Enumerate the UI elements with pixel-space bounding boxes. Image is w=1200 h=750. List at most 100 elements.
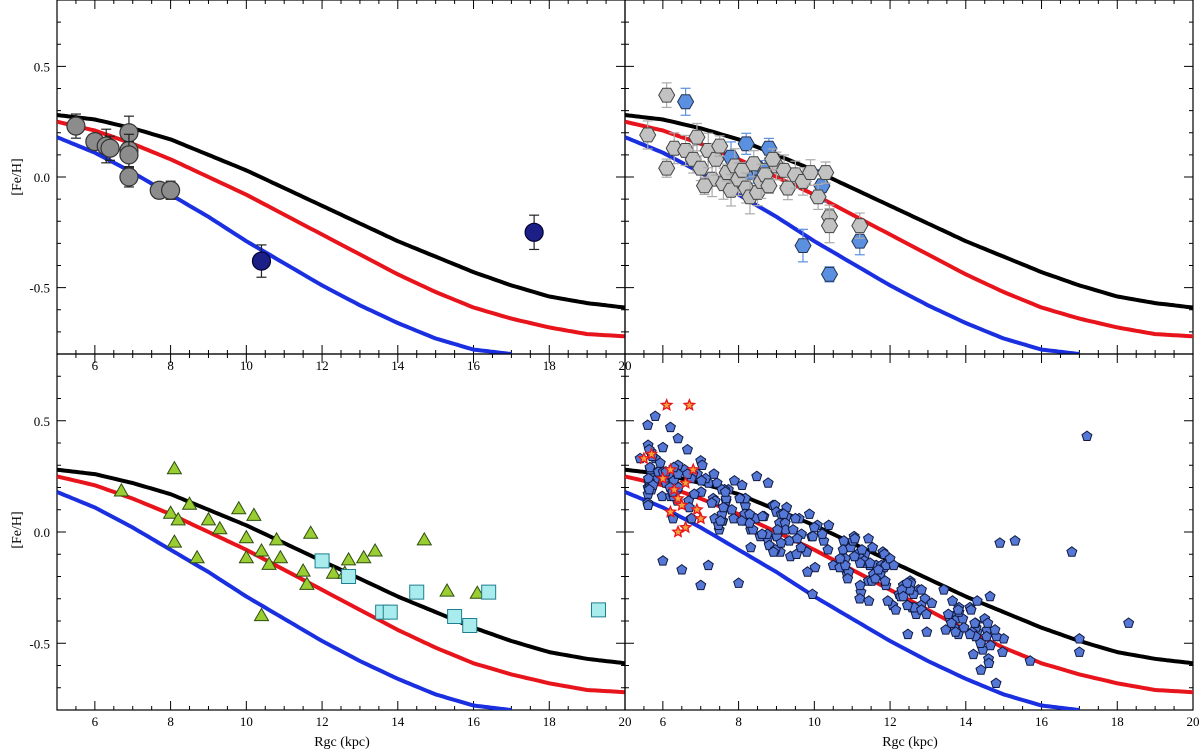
grey-circles-point: [161, 180, 181, 200]
black-curve: [57, 113, 625, 310]
blue-pentagons-point: [789, 512, 801, 524]
green-triangles-point: [166, 460, 183, 475]
blue-pentagons-point: [1066, 546, 1078, 557]
grey-hexagons-point: [764, 151, 782, 167]
red-stars-point: [690, 502, 704, 516]
black-curve: [57, 467, 625, 666]
cyan-squares-point: [481, 584, 497, 600]
blue-pentagons-point: [745, 541, 757, 553]
blue-pentagons-point: [688, 488, 700, 499]
cyan-squares-point: [409, 584, 425, 600]
blue-pentagons-point: [947, 595, 959, 606]
blue-pentagons-point: [849, 532, 861, 544]
cyan-squares-point: [341, 569, 357, 584]
x-tick-label: 18: [543, 714, 556, 729]
blue-pentagons-point: [767, 546, 779, 557]
y-tick-label: 0.5: [34, 414, 50, 429]
blue-pentagons-point: [872, 563, 884, 575]
x-tick-label: 6: [92, 714, 99, 729]
blue-pentagons-point: [854, 592, 866, 604]
blue-pentagons-point: [778, 508, 790, 519]
blue-pentagons-point: [642, 419, 654, 430]
blue-pentagons-point: [686, 512, 698, 524]
panel-bottom-left: 6 8 10 12 14 16 18 20 0.5 0.0 -0.5: [29, 353, 632, 729]
green-triangles-point: [302, 525, 319, 539]
blue-pentagons-point: [940, 624, 952, 635]
green-triangles-point: [246, 507, 262, 521]
blue-curve: [57, 490, 512, 710]
green-triangles-point: [238, 529, 255, 544]
x-tick-label: 8: [167, 714, 174, 729]
blue-pentagons-point: [834, 552, 846, 564]
x-tick-label: 18: [1111, 714, 1124, 729]
x-tick-label: 12: [316, 358, 329, 373]
grey-hexagons-point: [820, 218, 839, 234]
blue-pentagons-point: [994, 537, 1006, 548]
blue-pentagons-point: [728, 512, 740, 524]
blue-pentagons-point: [667, 512, 679, 524]
blue-pentagons-point: [809, 561, 821, 573]
green-triangles-point: [261, 556, 277, 570]
x-tick-label: 8: [735, 714, 742, 729]
green-triangles-point: [469, 585, 486, 599]
blue-pentagons-point: [971, 595, 983, 606]
red-stars-point: [686, 462, 701, 476]
panel-bottom-right: 6 8 10 12 14 16 18 20: [624, 353, 1200, 729]
blue-pentagons-point: [984, 639, 996, 651]
green-triangles-point: [166, 534, 183, 548]
blue-pentagons-point: [975, 637, 987, 648]
blue-pentagons-point: [657, 441, 669, 453]
blue-pentagons-point: [702, 559, 714, 571]
y-tick-label: -0.5: [29, 636, 50, 651]
grey-hexagons-point: [658, 87, 676, 103]
blue-pentagons-point: [856, 543, 868, 555]
blue-pentagons-point: [938, 583, 950, 595]
blue-pentagons-point: [969, 617, 981, 628]
blue-pentagons-point: [676, 563, 688, 575]
red-curve: [57, 474, 625, 695]
blue-pentagons-point: [867, 541, 879, 553]
red-stars-point: [663, 504, 678, 518]
green-triangles-point: [212, 520, 228, 535]
red-stars-point: [693, 511, 708, 525]
x-tick-label: 12: [884, 714, 897, 729]
navy-circles-point: [524, 222, 544, 242]
blue-pentagons-point: [958, 621, 970, 633]
blue-pentagons-point: [890, 604, 902, 615]
x-tick-label: 20: [619, 714, 632, 729]
blue-pentagons-point: [984, 590, 996, 602]
red-stars-point: [682, 398, 697, 411]
blue-pentagons-point: [736, 515, 748, 526]
blue-pentagons-point: [862, 532, 874, 544]
blue-pentagons-point: [964, 628, 976, 640]
green-triangles-point: [299, 576, 315, 590]
green-triangles-point: [367, 543, 383, 557]
blue-pentagons-point: [952, 604, 964, 615]
blue-pentagons-point: [695, 474, 707, 486]
grey-hexagons-point: [745, 156, 763, 172]
grey-hexagons-point: [817, 165, 835, 180]
y-tick-label: -0.5: [29, 281, 50, 296]
x-tick-label: 18: [543, 358, 556, 373]
blue-pentagons-point: [816, 528, 828, 539]
green-triangles-point: [113, 482, 130, 497]
ticks: [624, 0, 1194, 355]
red-stars-point: [667, 482, 682, 496]
blue-pentagons-point: [672, 432, 684, 444]
blue-pentagons-point: [942, 608, 954, 619]
blue-pentagons-point: [982, 617, 994, 628]
x-axis-title-right: Rgc (kpc): [882, 735, 938, 750]
x-tick-label: 6: [660, 714, 667, 729]
blue-pentagons-point: [967, 648, 979, 660]
panel-content: [57, 460, 625, 710]
blue-pentagons-point: [644, 461, 656, 473]
blue-pentagons-point: [772, 523, 784, 535]
grey-hexagons-point: [760, 178, 778, 194]
cyan-squares-point: [590, 602, 606, 618]
red-curve: [57, 119, 625, 339]
blue-pentagons-point: [997, 646, 1009, 657]
y-tick-label: 0.5: [34, 59, 50, 74]
blue-pentagons-point: [1123, 617, 1135, 628]
panel-top-left: 6 8 10 12 14 16 18 200.50.0-0.5: [29, 0, 632, 373]
x-tick-label: 14: [959, 714, 973, 729]
